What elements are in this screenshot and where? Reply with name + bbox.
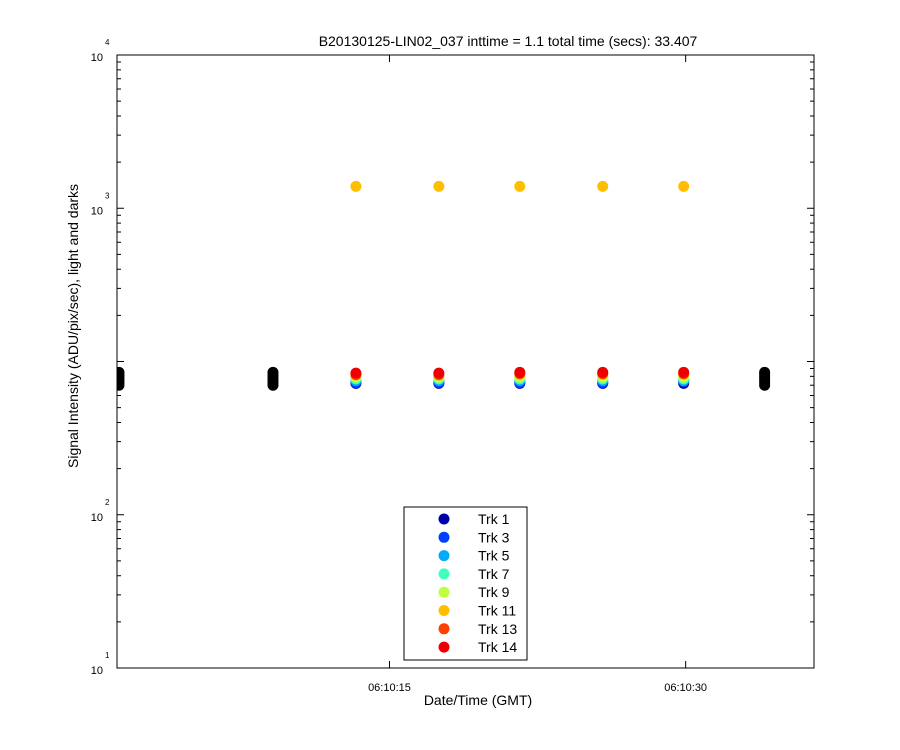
point-trk-11 bbox=[350, 180, 362, 192]
legend-label: Trk 3 bbox=[478, 529, 510, 545]
dark-point bbox=[267, 366, 279, 378]
x-tick-label: 06:10:30 bbox=[664, 682, 707, 694]
dark-point bbox=[878, 374, 889, 385]
point-trk-11 bbox=[433, 180, 445, 192]
legend-label: Trk 7 bbox=[478, 566, 510, 582]
y-tick-label: 10 bbox=[91, 52, 103, 64]
dark-point bbox=[878, 372, 889, 383]
data-points bbox=[117, 180, 889, 391]
y-tick-label: 10 bbox=[91, 205, 103, 217]
plot-frame bbox=[116, 54, 815, 669]
dark-point bbox=[878, 377, 889, 388]
point-trk-14 bbox=[597, 366, 609, 378]
legend-label: Trk 11 bbox=[478, 603, 516, 619]
dark-point bbox=[878, 367, 889, 378]
y-tick-label-exponent: 4 bbox=[105, 38, 110, 47]
y-tick-label: 10 bbox=[91, 665, 103, 677]
legend-marker bbox=[438, 550, 450, 562]
chart-title: B20130125-LIN02_037 inttime = 1.1 total … bbox=[319, 33, 698, 49]
point-trk-14 bbox=[514, 366, 526, 378]
x-tick-label: 06:10:15 bbox=[368, 682, 411, 694]
legend-marker bbox=[438, 531, 450, 543]
legend-label: Trk 9 bbox=[478, 584, 510, 600]
dark-point bbox=[117, 366, 125, 378]
legend-marker bbox=[438, 623, 450, 635]
y-axis-label: Signal Intensity (ADU/pix/sec), light an… bbox=[65, 184, 81, 468]
dark-point bbox=[878, 369, 889, 380]
point-trk-14 bbox=[350, 367, 362, 379]
legend-label: Trk 1 bbox=[478, 511, 510, 527]
legend-label: Trk 5 bbox=[478, 548, 510, 564]
point-trk-11 bbox=[514, 180, 526, 192]
dark-point bbox=[759, 366, 771, 378]
legend-marker bbox=[438, 513, 450, 525]
points-group bbox=[117, 180, 889, 391]
legend-marker bbox=[438, 605, 450, 616]
y-tick-label-exponent: 2 bbox=[105, 498, 110, 507]
point-trk-11 bbox=[678, 180, 690, 192]
point-trk-11 bbox=[597, 180, 609, 192]
legend-marker bbox=[438, 641, 450, 653]
y-tick-label-exponent: 1 bbox=[105, 651, 110, 660]
legend-marker bbox=[438, 568, 450, 580]
legend: Trk 1 Trk 3 Trk 5 Trk 7 Trk 9 Trk 11 Trk 13 Trk… bbox=[403, 506, 528, 661]
y-tick-label-exponent: 3 bbox=[105, 191, 110, 200]
legend-box bbox=[403, 506, 528, 661]
x-axis-label: Date/Time (GMT) bbox=[424, 692, 532, 708]
dark-point bbox=[878, 380, 889, 391]
legend-label: Trk 14 bbox=[478, 639, 517, 655]
legend-label: Trk 13 bbox=[478, 621, 517, 637]
y-tick-label: 10 bbox=[91, 512, 103, 524]
legend-marker bbox=[438, 586, 450, 598]
point-trk-14 bbox=[433, 367, 445, 379]
point-trk-14 bbox=[678, 366, 690, 378]
